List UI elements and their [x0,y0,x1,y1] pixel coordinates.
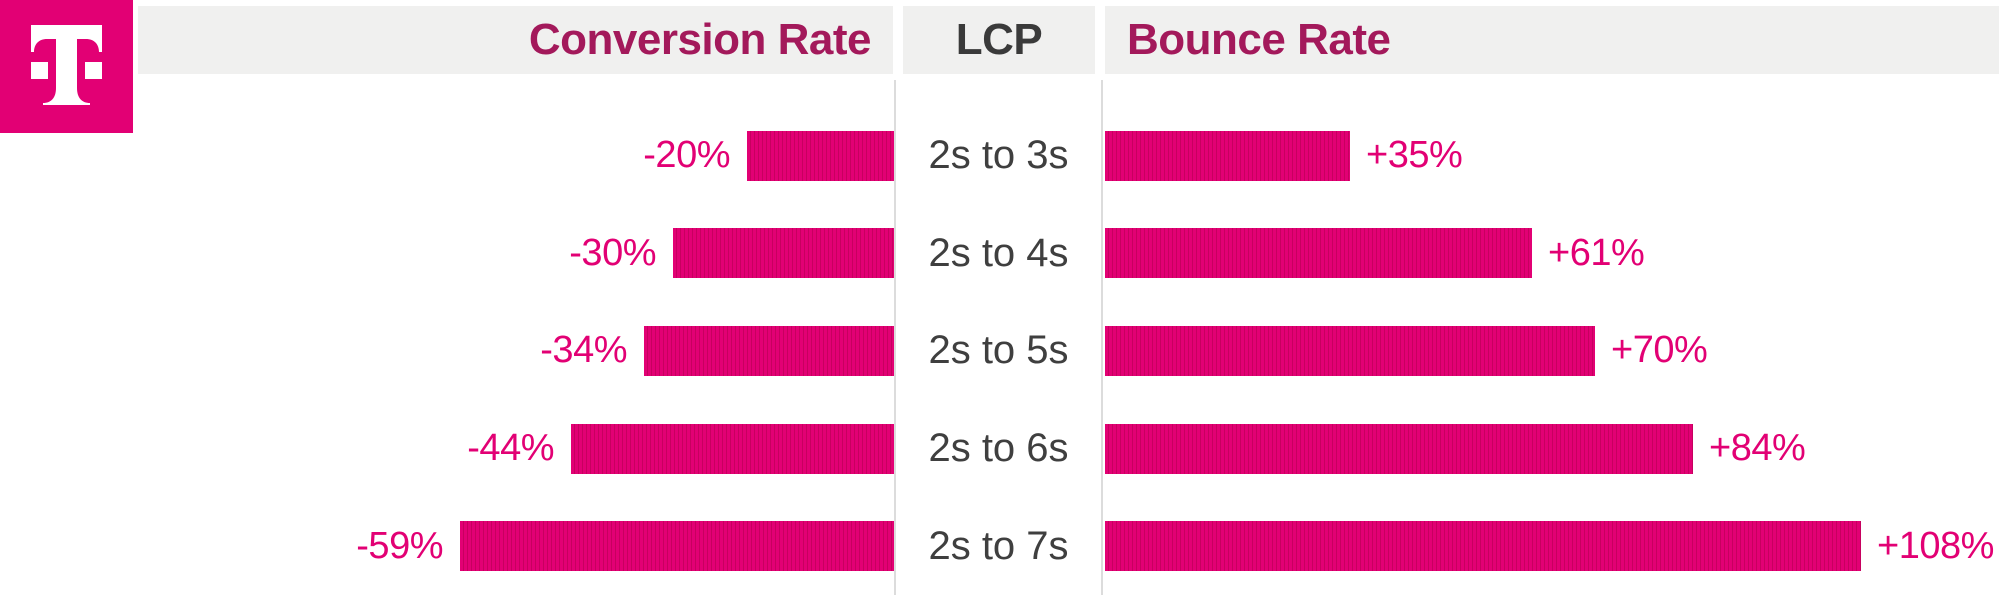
conversion-bar [747,130,894,181]
lcp-range-label: 2s to 3s [928,133,1069,178]
bounce-value-label: +70% [1611,329,1708,372]
bounce-zone: +70% [1105,302,1999,400]
conversion-rate-title: Conversion Rate [528,15,872,64]
header-lcp: LCP [903,6,1095,74]
conversion-bar [644,325,894,376]
bounce-value-label: +84% [1709,427,1806,470]
lcp-range-label: 2s to 4s [928,230,1069,275]
bounce-value-label: +35% [1366,134,1463,177]
bounce-bar [1105,228,1532,279]
bounce-zone: +84% [1105,400,1999,498]
bounce-value-label: +61% [1548,231,1645,274]
chart-row: -20% 2s to 3s +35% [0,107,1999,205]
bounce-bar [1105,521,1861,572]
bounce-bar [1105,130,1350,181]
bounce-zone: +61% [1105,205,1999,303]
lcp-range-label: 2s to 6s [928,426,1069,471]
center-column-left-rule [894,80,896,595]
chart-row: -59% 2s to 7s +108% [0,497,1999,595]
bounce-bar [1105,423,1693,474]
lcp-title: LCP [955,15,1043,64]
conversion-bar [673,228,894,279]
conversion-value-label: -44% [467,427,554,470]
bounce-bar [1105,325,1595,376]
conversion-bar [460,521,894,572]
conversion-zone: -30% [0,205,894,303]
t-mobile-logo [0,0,133,133]
conversion-value-label: -30% [569,231,656,274]
chart-row: -34% 2s to 5s +70% [0,302,1999,400]
conversion-zone: -20% [0,107,894,205]
conversion-value-label: -20% [643,134,730,177]
conversion-bar [571,423,894,474]
conversion-zone: -44% [0,400,894,498]
bounce-rate-title: Bounce Rate [1127,15,1391,64]
chart-row: -30% 2s to 4s +61% [0,205,1999,303]
conversion-zone: -34% [0,302,894,400]
chart-row: -44% 2s to 6s +84% [0,400,1999,498]
bounce-value-label: +108% [1877,524,1994,567]
lcp-range-label: 2s to 7s [928,523,1069,568]
conversion-value-label: -59% [356,524,443,567]
conversion-zone: -59% [0,497,894,595]
conversion-value-label: -34% [540,329,627,372]
header-conversion-rate: Conversion Rate [138,6,893,74]
chart-rows: -20% 2s to 3s +35% -30% 2s to 4s +61% -3… [0,107,1999,595]
bounce-zone: +35% [1105,107,1999,205]
telekom-t-icon [0,0,133,133]
bounce-zone: +108% [1105,497,1999,595]
lcp-range-label: 2s to 5s [928,328,1069,373]
header-bounce-rate: Bounce Rate [1105,6,1999,74]
center-column-right-rule [1101,80,1103,595]
